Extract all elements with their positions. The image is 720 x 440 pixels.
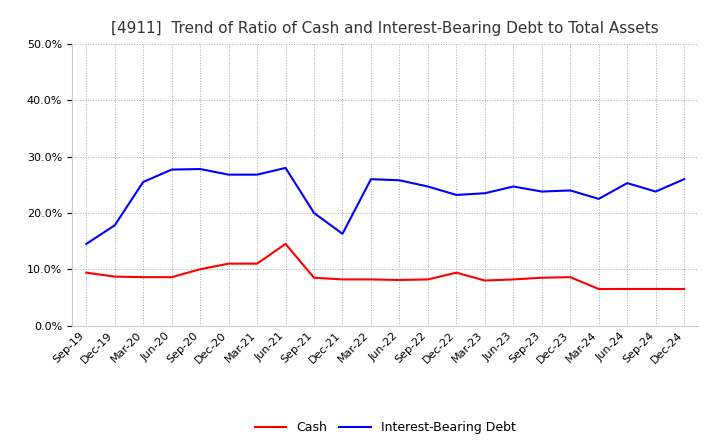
Cash [282, 241, 290, 246]
Cash [225, 261, 233, 266]
Interest-Bearing Debt [566, 188, 575, 193]
Interest-Bearing Debt [452, 192, 461, 198]
Interest-Bearing Debt [395, 178, 404, 183]
Interest-Bearing Debt [253, 172, 261, 177]
Cash [623, 286, 631, 292]
Interest-Bearing Debt [338, 231, 347, 236]
Interest-Bearing Debt [225, 172, 233, 177]
Cash [680, 286, 688, 292]
Cash [110, 274, 119, 279]
Cash [537, 275, 546, 280]
Cash [253, 261, 261, 266]
Cash [652, 286, 660, 292]
Interest-Bearing Debt [537, 189, 546, 194]
Interest-Bearing Debt [282, 165, 290, 171]
Interest-Bearing Debt [680, 176, 688, 182]
Cash [595, 286, 603, 292]
Interest-Bearing Debt [652, 189, 660, 194]
Cash [82, 270, 91, 275]
Cash [167, 275, 176, 280]
Interest-Bearing Debt [509, 184, 518, 189]
Cash [310, 275, 318, 280]
Interest-Bearing Debt [366, 176, 375, 182]
Interest-Bearing Debt [480, 191, 489, 196]
Cash [395, 277, 404, 282]
Interest-Bearing Debt [167, 167, 176, 172]
Cash [509, 277, 518, 282]
Interest-Bearing Debt [423, 184, 432, 189]
Title: [4911]  Trend of Ratio of Cash and Interest-Bearing Debt to Total Assets: [4911] Trend of Ratio of Cash and Intere… [112, 21, 659, 36]
Cash [196, 267, 204, 272]
Cash [480, 278, 489, 283]
Interest-Bearing Debt [139, 180, 148, 185]
Cash [139, 275, 148, 280]
Interest-Bearing Debt [595, 196, 603, 202]
Interest-Bearing Debt [82, 241, 91, 246]
Interest-Bearing Debt [310, 210, 318, 216]
Cash [452, 270, 461, 275]
Interest-Bearing Debt [623, 180, 631, 186]
Cash [366, 277, 375, 282]
Interest-Bearing Debt [110, 223, 119, 228]
Cash [338, 277, 347, 282]
Line: Interest-Bearing Debt: Interest-Bearing Debt [86, 168, 684, 244]
Cash [423, 277, 432, 282]
Legend: Cash, Interest-Bearing Debt: Cash, Interest-Bearing Debt [250, 416, 521, 439]
Cash [566, 275, 575, 280]
Interest-Bearing Debt [196, 166, 204, 172]
Line: Cash: Cash [86, 244, 684, 289]
